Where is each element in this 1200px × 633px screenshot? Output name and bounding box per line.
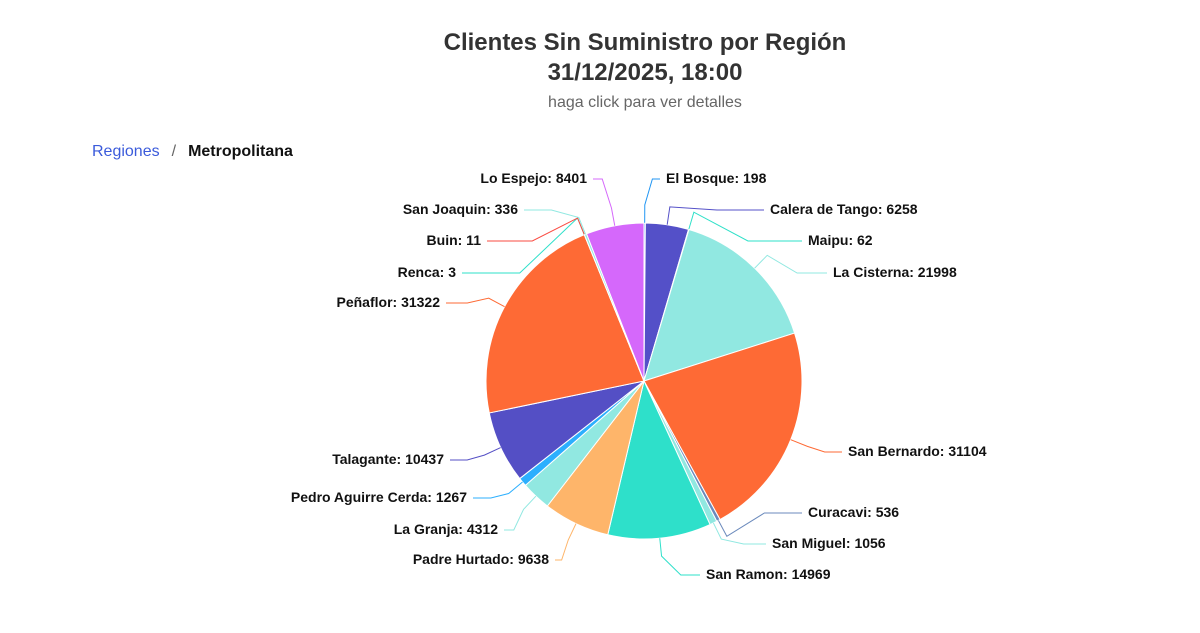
- pie-connector-san-ramon: [659, 538, 700, 576]
- pie-slice-penaflor[interactable]: [485, 234, 645, 414]
- breadcrumb-separator: /: [171, 143, 177, 160]
- pie-connector-penaflor: [446, 297, 505, 308]
- pie-connector-la-cisterna: [754, 254, 827, 274]
- pie-label-talagante[interactable]: Talagante: 10437: [332, 451, 444, 467]
- pie-label-la-granja[interactable]: La Granja: 4312: [394, 521, 498, 537]
- pie-slice-la-cisterna[interactable]: [643, 229, 796, 382]
- pie-slice-san-bernardo[interactable]: [643, 332, 803, 521]
- pie-connector-calera-de-tango: [666, 206, 764, 225]
- pie-label-pedro-aguirre-cerda[interactable]: Pedro Aguirre Cerda: 1267: [291, 489, 467, 505]
- pie-label-maipu[interactable]: Maipu: 62: [808, 232, 873, 248]
- chart-subtitle: haga click para ver detalles: [548, 94, 742, 111]
- pie-label-padre-hurtado[interactable]: Padre Hurtado: 9638: [413, 551, 549, 567]
- chart-title-date: 31/12/2025, 18:00: [547, 59, 743, 86]
- pie-label-penaflor[interactable]: Peñaflor: 31322: [337, 294, 441, 310]
- pie-connector-curacavi: [717, 512, 802, 538]
- pie-label-curacavi[interactable]: Curacavi: 536: [808, 504, 899, 520]
- pie-label-el-bosque[interactable]: El Bosque: 198: [666, 170, 767, 186]
- pie-label-san-bernardo[interactable]: San Bernardo: 31104: [848, 443, 987, 459]
- pie-connector-talagante: [450, 447, 501, 461]
- breadcrumb: Regiones / Metropolitana: [92, 143, 293, 161]
- pie-label-calera-de-tango[interactable]: Calera de Tango: 6258: [770, 201, 918, 217]
- breadcrumb-current: Metropolitana: [188, 143, 293, 160]
- pie-label-renca[interactable]: Renca: 3: [398, 264, 457, 280]
- pie-label-san-miguel[interactable]: San Miguel: 1056: [772, 535, 886, 551]
- chart-title: Clientes Sin Suministro por Región: [443, 29, 847, 56]
- pie-connector-san-miguel: [712, 522, 766, 545]
- pie-label-la-cisterna[interactable]: La Cisterna: 21998: [833, 264, 957, 280]
- pie-connector-san-joaquin: [524, 209, 586, 235]
- pie-connector-el-bosque: [644, 178, 660, 224]
- pie-connector-san-bernardo: [790, 439, 842, 453]
- pie-label-san-joaquin[interactable]: San Joaquin: 336: [403, 201, 518, 217]
- pie-connector-lo-espejo: [593, 178, 616, 226]
- pie-connector-maipu: [688, 211, 802, 242]
- breadcrumb-regiones-link[interactable]: Regiones: [92, 143, 160, 160]
- pie-connector-la-granja: [504, 495, 537, 531]
- pie-label-buin[interactable]: Buin: 11: [427, 232, 482, 248]
- pie-label-san-ramon[interactable]: San Ramon: 14969: [706, 566, 831, 582]
- pie-connector-buin: [487, 217, 585, 242]
- pie-connector-pedro-aguirre-cerda: [473, 481, 523, 499]
- pie-connector-padre-hurtado: [555, 523, 577, 561]
- pie-label-lo-espejo[interactable]: Lo Espejo: 8401: [480, 170, 587, 186]
